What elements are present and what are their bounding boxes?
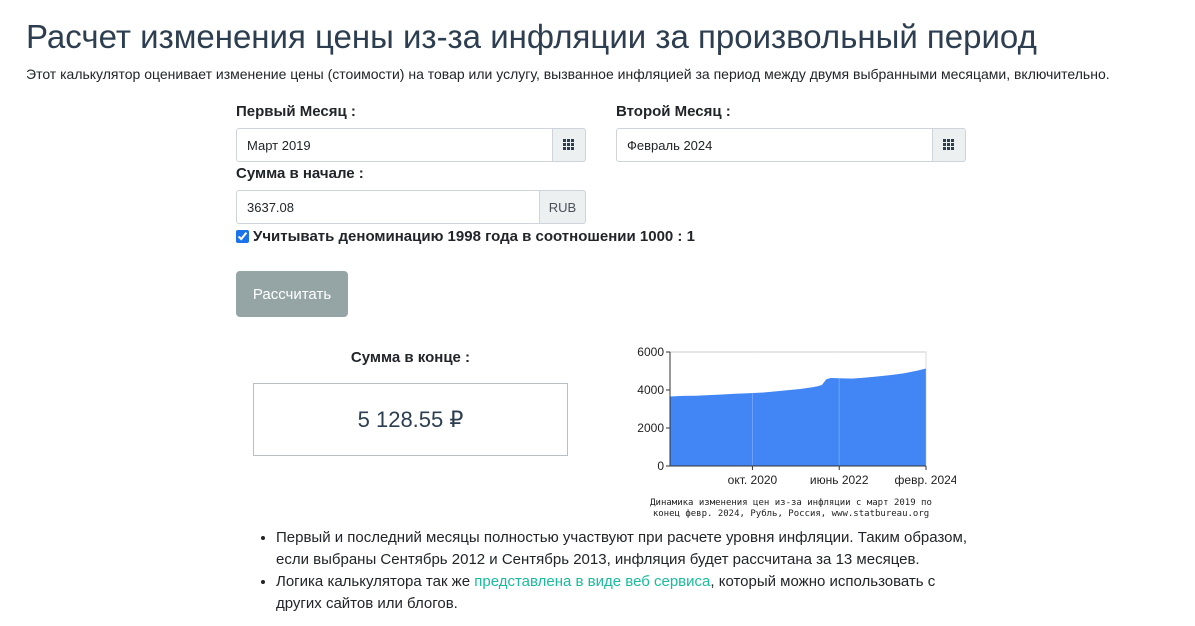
first-month-input[interactable]: Март 2019 (236, 128, 553, 162)
inflation-chart: 0 2000 4000 6000 окт. 2020 июнь 2022 февр. 202… (637, 345, 956, 487)
calendar-icon (943, 139, 955, 151)
second-month-input[interactable]: Февраль 2024 (616, 128, 933, 162)
first-month-calendar-button[interactable] (553, 128, 586, 162)
note-item: Логика калькулятора так же представлена … (276, 571, 976, 615)
amount-input[interactable]: 3637.08 (236, 190, 540, 224)
first-month-label: Первый Месяц : (236, 103, 356, 120)
page-title: Расчет изменения цены из-за инфляции за … (26, 18, 1037, 55)
web-service-link[interactable]: представлена в виде веб сервиса (474, 573, 711, 590)
result-value: 5 128.55 ₽ (357, 406, 464, 432)
notes-list: Первый и последний месяцы полностью учас… (258, 527, 976, 615)
denomination-row: Учитывать деноминацию 1998 года в соотно… (236, 228, 695, 245)
y-tick-label: 2000 (637, 421, 664, 435)
result-box: 5 128.55 ₽ (253, 383, 568, 456)
y-tick-label: 0 (657, 459, 664, 473)
second-month-label: Второй Месяц : (616, 103, 731, 120)
second-month-group: Февраль 2024 (616, 128, 966, 162)
calculate-button[interactable]: Рассчитать (236, 271, 348, 317)
note-item: Первый и последний месяцы полностью учас… (276, 527, 976, 571)
chart-caption: Динамика изменения цен из-за инфляции с … (626, 498, 956, 520)
series-area (670, 368, 926, 466)
amount-label: Сумма в начале : (236, 165, 364, 182)
note-text: Логика калькулятора так же (276, 573, 475, 590)
y-tick-label: 6000 (637, 345, 664, 359)
calendar-icon (563, 139, 575, 151)
result-label: Сумма в конце : (350, 349, 471, 366)
amount-group: 3637.08 RUB (236, 190, 586, 224)
page-description: Этот калькулятор оценивает изменение цен… (26, 66, 1110, 82)
denomination-label[interactable]: Учитывать деноминацию 1998 года в соотно… (253, 228, 695, 245)
x-tick-label: февр. 2024 (895, 473, 956, 487)
y-tick-label: 4000 (637, 383, 664, 397)
chart-caption-line2: конец февр. 2024, Рубль, Россия, www.sta… (652, 509, 930, 519)
first-month-group: Март 2019 (236, 128, 586, 162)
note-text: , который можно использовать с других са… (276, 573, 936, 612)
x-tick-label: окт. 2020 (728, 473, 778, 487)
chart-caption-line1: Динамика изменения цен из-за инфляции с … (650, 498, 932, 508)
currency-addon: RUB (540, 190, 586, 224)
denomination-checkbox[interactable] (236, 230, 249, 243)
x-tick-label: июнь 2022 (810, 473, 869, 487)
second-month-calendar-button[interactable] (933, 128, 966, 162)
